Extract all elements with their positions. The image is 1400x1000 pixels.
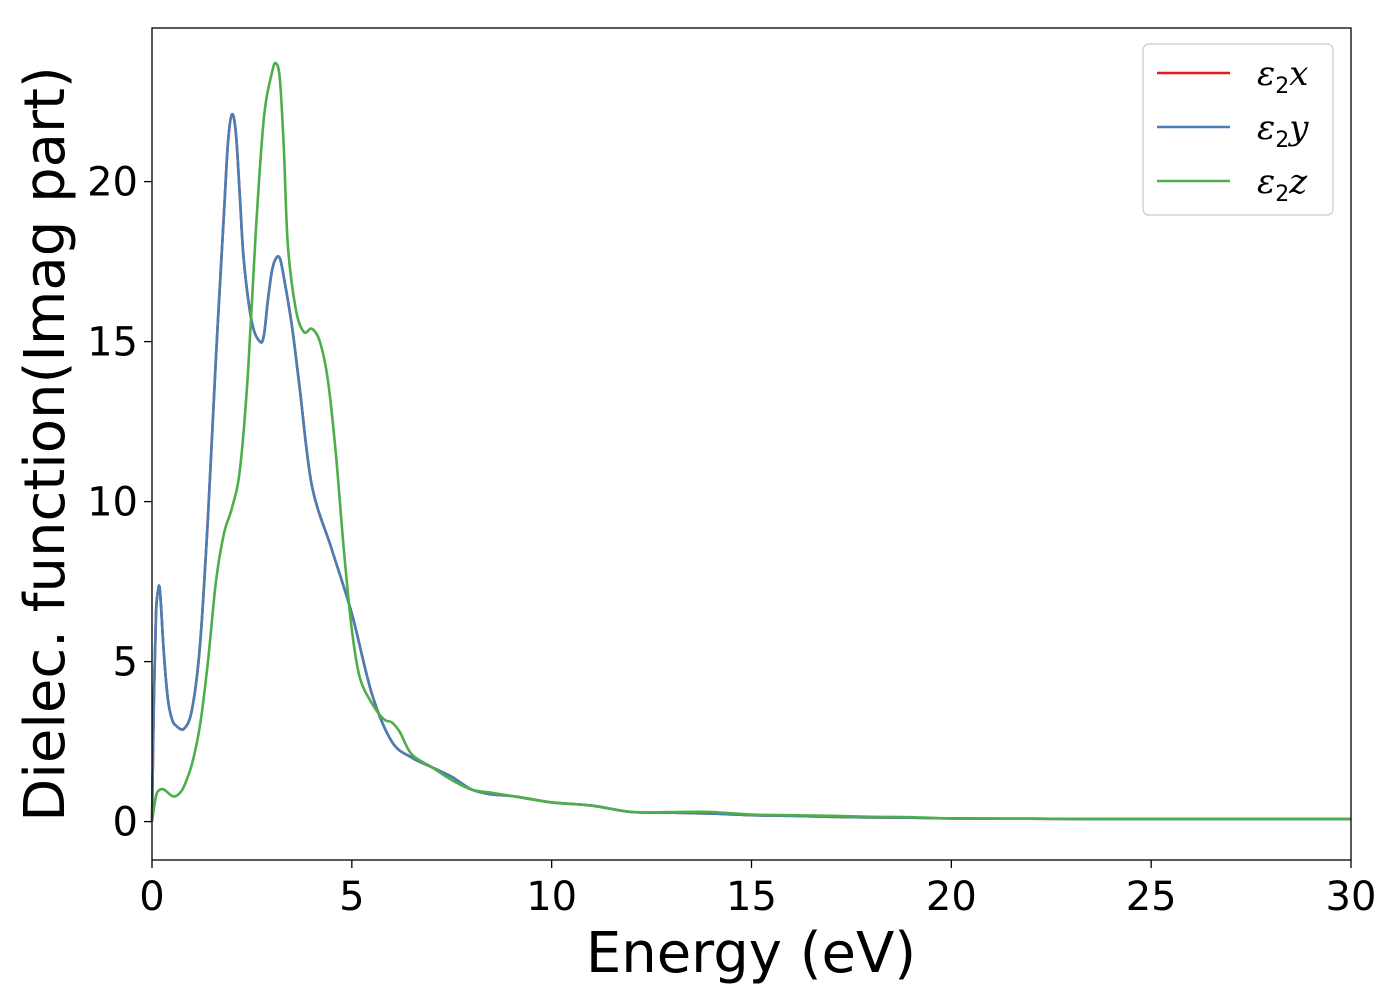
series-line-z — [150, 61, 1351, 822]
y-tick-label: 5 — [113, 640, 138, 686]
x-tick-label: 0 — [139, 874, 164, 920]
x-tick-label: 15 — [726, 874, 777, 920]
x-axis-label: Energy (eV) — [586, 921, 916, 986]
y-axis-label: Dielec. function(Imag part) — [13, 66, 78, 822]
x-tick-label: 5 — [339, 874, 364, 920]
legend-box — [1142, 43, 1334, 216]
x-axis: 0 5 10 15 20 25 30 — [139, 860, 1376, 920]
legend: ε2x ε2y ε2z — [1142, 43, 1334, 216]
y-tick-label: 20 — [87, 160, 138, 206]
y-tick-label: 10 — [87, 480, 138, 526]
legend-label-x: ε2x — [1257, 54, 1308, 99]
y-tick-label: 0 — [113, 800, 138, 846]
y-tick-label: 15 — [87, 320, 138, 366]
legend-label-y: ε2y — [1257, 108, 1309, 153]
x-tick-label: 20 — [926, 874, 977, 920]
series-layer — [150, 61, 1351, 822]
legend-label-z: ε2z — [1257, 162, 1308, 207]
x-tick-label: 25 — [1126, 874, 1177, 920]
y-axis: 0 5 10 15 20 — [87, 160, 152, 846]
x-tick-label: 10 — [526, 874, 577, 920]
x-tick-label: 30 — [1326, 874, 1377, 920]
